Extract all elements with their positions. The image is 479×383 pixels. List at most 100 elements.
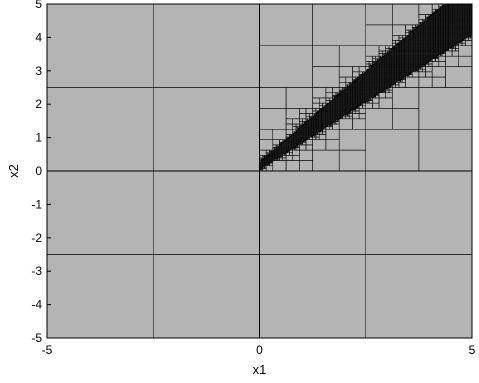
region-cell-3960 bbox=[370, 90, 372, 91]
region-cell-3028 bbox=[342, 98, 344, 100]
region-cell-2768 bbox=[337, 102, 339, 104]
region-cell-2302 bbox=[325, 110, 327, 112]
region-cell-4835 bbox=[381, 81, 383, 83]
region-cell-124 bbox=[266, 161, 268, 162]
region-cell-3934 bbox=[367, 91, 369, 93]
region-cell-3886 bbox=[371, 92, 373, 94]
region-cell-4610 bbox=[366, 78, 368, 80]
region-cell-2345 bbox=[333, 110, 335, 112]
region-cell-2629 bbox=[330, 106, 332, 108]
region-cell-3425 bbox=[349, 93, 351, 95]
region-cell-796 bbox=[296, 143, 298, 145]
region-cell-1269 bbox=[311, 129, 313, 130]
region-cell-2892 bbox=[342, 105, 344, 106]
region-cell-3219 bbox=[352, 97, 354, 99]
region-cell-86 bbox=[261, 161, 263, 162]
region-cell-1473 bbox=[307, 123, 309, 125]
region-cell-2261 bbox=[338, 114, 340, 116]
region-cell-4764 bbox=[383, 82, 385, 84]
region-cell-3253 bbox=[360, 101, 362, 102]
region-cell-926 bbox=[292, 138, 294, 140]
region-cell-3000 bbox=[344, 101, 346, 102]
region-cell-1711 bbox=[314, 121, 316, 123]
region-cell-249 bbox=[269, 154, 271, 156]
region-cell-1885 bbox=[328, 120, 330, 122]
region-cell-3106 bbox=[354, 106, 356, 108]
region-cell-823 bbox=[294, 139, 296, 141]
region-cell-4544 bbox=[378, 84, 380, 86]
region-cell-3885 bbox=[370, 92, 372, 94]
region-cell-1151 bbox=[300, 132, 302, 134]
region-cell-94 bbox=[265, 162, 267, 164]
region-cell-2623 bbox=[329, 107, 331, 109]
region-cell-2242 bbox=[334, 115, 336, 117]
region-cell-3338 bbox=[339, 94, 341, 96]
region-cell-4177 bbox=[354, 84, 356, 86]
region-cell-1822 bbox=[325, 119, 326, 121]
region-cell-4718 bbox=[381, 85, 383, 87]
region-cell-3516 bbox=[350, 89, 352, 91]
region-cell-2296 bbox=[329, 110, 331, 112]
region-cell-4240 bbox=[361, 85, 363, 87]
region-cell-2270 bbox=[325, 112, 327, 114]
region-cell-4469 bbox=[370, 86, 372, 88]
region-cell-1005 bbox=[296, 133, 298, 134]
region-cell-4251 bbox=[362, 85, 364, 87]
region-cell-1172 bbox=[304, 131, 306, 133]
region-cell-3946 bbox=[368, 91, 370, 93]
region-cell-235 bbox=[269, 155, 271, 157]
region-cell-4549 bbox=[373, 84, 375, 85]
region-cell-1427 bbox=[305, 128, 307, 130]
region-cell-4062 bbox=[378, 91, 380, 93]
region-cell-526 bbox=[281, 147, 283, 149]
region-cell-3246 bbox=[361, 102, 363, 104]
region-cell-2021 bbox=[324, 118, 326, 119]
region-cell-1143 bbox=[300, 133, 302, 135]
region-cell-1428 bbox=[306, 128, 308, 130]
region-cell-4781 bbox=[387, 85, 389, 87]
region-cell-1601 bbox=[318, 127, 320, 129]
region-cell-4857 bbox=[383, 79, 385, 81]
region-cell-3948 bbox=[368, 91, 370, 93]
region-cell-4905 bbox=[386, 79, 388, 81]
region-cell-1311 bbox=[313, 130, 315, 132]
region-cell-4671 bbox=[377, 79, 379, 81]
region-cell-4570 bbox=[376, 82, 378, 84]
region-cell-4556 bbox=[373, 82, 375, 84]
region-cell-294 bbox=[273, 157, 275, 159]
region-cell-4547 bbox=[372, 83, 374, 85]
region-cell-4705 bbox=[378, 86, 380, 88]
region-cell-103 bbox=[264, 160, 266, 162]
region-cell-4091 bbox=[378, 88, 380, 89]
region-cell-4036 bbox=[372, 87, 374, 89]
region-cell-3996 bbox=[372, 91, 374, 93]
region-cell-3087 bbox=[349, 99, 351, 100]
region-cell-4831 bbox=[379, 81, 381, 83]
region-cell-3997 bbox=[373, 91, 375, 93]
region-cell-4264 bbox=[361, 84, 363, 85]
region-cell-1180 bbox=[300, 130, 302, 132]
region-cell-4811 bbox=[388, 82, 390, 84]
region-cell-2385 bbox=[336, 109, 338, 111]
region-cell-3608 bbox=[362, 97, 364, 99]
region-cell-4979 bbox=[371, 76, 373, 78]
region-cell-3615 bbox=[364, 96, 366, 98]
region-cell-1681 bbox=[322, 125, 324, 127]
region-cell-665 bbox=[288, 144, 290, 146]
region-cell-90 bbox=[263, 162, 265, 164]
region-cell-1454 bbox=[310, 126, 312, 128]
region-cell-4967 bbox=[366, 75, 368, 76]
region-cell-4882 bbox=[383, 78, 385, 80]
region-cell-839 bbox=[297, 139, 299, 141]
region-cell-1935 bbox=[334, 118, 336, 120]
region-cell-1552 bbox=[310, 119, 312, 121]
region-cell-3964 bbox=[365, 88, 367, 90]
region-cell-3143 bbox=[354, 103, 356, 104]
region-cell-441 bbox=[282, 152, 284, 153]
region-cell-230 bbox=[271, 157, 273, 159]
region-cell-2701 bbox=[333, 105, 335, 106]
region-cell-1490 bbox=[311, 123, 313, 125]
region-cell-1122 bbox=[307, 135, 309, 136]
region-cell-4588 bbox=[366, 79, 368, 81]
region-cell-2960 bbox=[350, 105, 352, 106]
